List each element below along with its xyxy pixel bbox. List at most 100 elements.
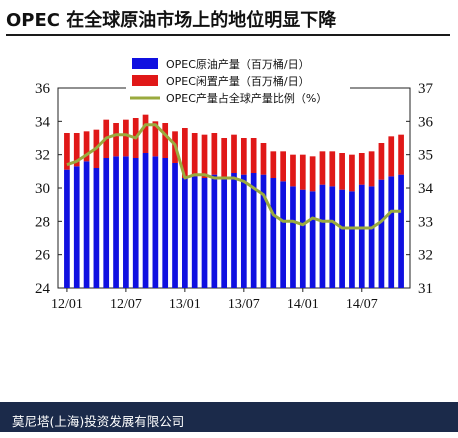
right-axis-label: 31: [418, 281, 433, 297]
right-axis-label: 32: [418, 248, 433, 264]
spare-capacity-bar: [73, 133, 80, 167]
legend-label: OPEC原油产量（百万桶/日）: [166, 57, 310, 71]
legend-label: OPEC闲置产量（百万桶/日）: [166, 74, 310, 88]
production-bar: [280, 181, 286, 288]
chart-title: OPEC 在全球原油市场上的地位明显下降: [6, 10, 337, 31]
spare-capacity-bar: [368, 151, 375, 187]
spare-capacity-bar: [211, 133, 218, 175]
footer-text: 莫尼塔(上海)投资发展有限公司: [12, 414, 185, 429]
spare-capacity-bar: [358, 153, 365, 185]
left-axis-label: 26: [35, 248, 51, 264]
legend-swatch-spare: [132, 75, 158, 86]
spare-capacity-bar: [221, 138, 228, 178]
spare-capacity-bar: [123, 119, 129, 157]
axes-group: 24 26 28 30 32 34 36 31 32 33 34 35 36 37 12/01 12/07 13…: [35, 81, 434, 312]
production-bar: [260, 174, 267, 288]
production-bar: [299, 189, 306, 288]
spare-capacity-bar: [398, 134, 404, 175]
production-bar: [349, 191, 355, 288]
legend: OPEC原油产量（百万桶/日） OPEC闲置产量（百万桶/日） OPEC产量占全球产…: [126, 54, 350, 108]
spare-capacity-bar: [152, 121, 159, 157]
spare-capacity-bar: [113, 123, 119, 157]
x-axis-label: 12/07: [110, 297, 142, 312]
production-bar: [73, 166, 80, 288]
right-axis-label: 34: [418, 181, 434, 197]
spare-capacity-bar: [319, 151, 326, 185]
left-axis-label: 30: [35, 181, 50, 197]
spare-capacity-bar: [270, 151, 277, 178]
production-bar: [270, 178, 277, 288]
legend-swatch-production: [132, 58, 158, 69]
spare-capacity-bar: [309, 156, 316, 192]
spare-capacity-bar: [64, 133, 70, 170]
spare-capacity-bar: [280, 151, 286, 182]
production-bar: [339, 189, 345, 288]
left-axis-label: 32: [35, 148, 50, 164]
production-bar: [113, 156, 119, 288]
spare-capacity-bar: [260, 143, 267, 175]
x-axis-label: 12/01: [51, 297, 83, 312]
production-bar: [211, 174, 218, 288]
spare-capacity-bar: [83, 131, 90, 162]
chart-svg: 24 26 28 30 32 34 36 31 32 33 34 35 36 37 12/01 12/07 13…: [35, 54, 434, 312]
production-bar: [221, 178, 228, 288]
production-bar: [250, 173, 257, 288]
right-axis-label: 35: [418, 148, 433, 164]
footer-bar: 莫尼塔(上海)投资发展有限公司: [0, 402, 458, 432]
production-bar: [398, 174, 404, 288]
spare-capacity-bar: [339, 153, 345, 190]
left-axis-label: 36: [35, 81, 51, 97]
production-bar: [231, 173, 237, 288]
left-axis-label: 28: [35, 214, 50, 230]
line-group: [66, 123, 402, 230]
production-bar: [83, 161, 90, 288]
production-bar: [152, 156, 159, 288]
spare-capacity-bar: [191, 133, 198, 177]
spare-capacity-bar: [240, 138, 247, 175]
production-bar: [93, 168, 100, 288]
spare-capacity-bar: [162, 123, 169, 158]
production-bar: [123, 156, 129, 288]
right-axis-label: 37: [418, 81, 434, 97]
legend-label: OPEC产量占全球产量比例（%）: [166, 91, 327, 105]
production-bar: [201, 178, 208, 288]
spare-capacity-bar: [250, 138, 257, 173]
production-bar: [142, 153, 149, 288]
production-bar: [191, 176, 198, 288]
title-rule: [6, 34, 450, 36]
spare-capacity-bar: [349, 154, 355, 192]
production-bar: [64, 169, 70, 288]
production-bar: [319, 184, 326, 288]
bars-group: [64, 114, 404, 288]
legend-background: [126, 54, 350, 108]
spare-capacity-bar: [299, 154, 306, 190]
x-axis-label: 13/01: [169, 297, 201, 312]
production-bar: [103, 158, 110, 288]
spare-capacity-bar: [142, 114, 149, 153]
production-bar: [329, 186, 336, 288]
right-axis-label: 36: [418, 114, 434, 130]
production-bar: [368, 186, 375, 288]
production-bar: [388, 176, 395, 288]
spare-capacity-bar: [182, 128, 188, 178]
left-axis-label: 34: [35, 114, 51, 130]
production-bar: [240, 174, 247, 288]
spare-capacity-bar: [329, 151, 336, 187]
left-axis-label: 24: [35, 281, 51, 297]
x-axis-label: 13/07: [228, 297, 260, 312]
spare-capacity-bar: [201, 134, 208, 178]
production-bar: [378, 179, 385, 288]
production-bar: [309, 191, 316, 288]
production-bar: [132, 158, 139, 288]
x-axis-label: 14/07: [346, 297, 378, 312]
spare-capacity-bar: [290, 154, 296, 187]
production-bar: [172, 163, 178, 288]
spare-capacity-bar: [231, 134, 237, 173]
share-line: [66, 123, 402, 230]
production-bar: [290, 186, 296, 288]
production-bar: [358, 184, 365, 288]
spare-capacity-bar: [388, 136, 395, 177]
production-bar: [162, 158, 169, 288]
right-axis-label: 33: [418, 214, 433, 230]
spare-capacity-bar: [378, 143, 385, 180]
